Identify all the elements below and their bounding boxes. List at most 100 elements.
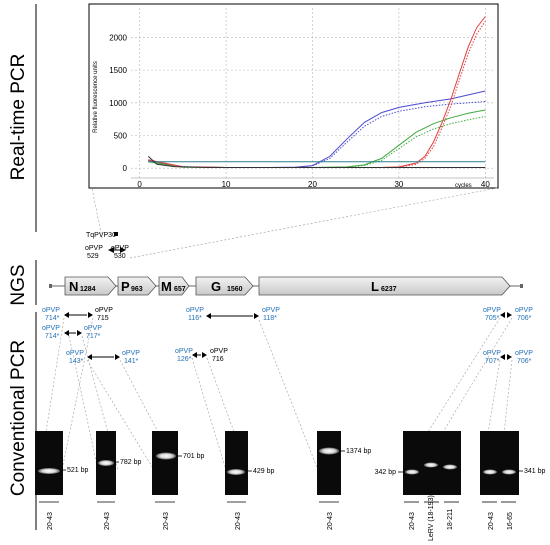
qpcr-probe-mark	[114, 232, 118, 236]
series-line-5	[148, 20, 486, 168]
primer-left-name: oPVP	[42, 325, 60, 332]
gel-band-size: 429 bp	[253, 468, 275, 475]
qpcr-probe-label: TqPVP30	[86, 232, 116, 239]
gel-band-size: 701 bp	[183, 453, 205, 460]
primer-left-num: 705*	[485, 315, 500, 322]
x-tick-label: 30	[394, 180, 403, 189]
qpcr-primer-left-name: oPVP	[85, 245, 103, 252]
primer-left-num: 126*	[177, 356, 192, 363]
lane-label: 20-43	[104, 512, 111, 530]
primer-left-name: oPVP	[483, 307, 501, 314]
gene-M-letter: M	[161, 279, 172, 294]
primer-left-num: 143*	[69, 358, 84, 365]
gene-G-size: 1560	[227, 286, 243, 293]
x-tick-label: 0	[137, 180, 142, 189]
gel-image: 782 bp 20-43	[96, 431, 142, 530]
gene-M: M 657	[158, 276, 190, 296]
gene-L-letter: L	[371, 279, 379, 294]
gel-image: 521 bp 20-43	[35, 431, 89, 530]
primer-right-name: oPVP	[122, 350, 140, 357]
primer-right-num: 706*	[517, 315, 532, 322]
primer-right-num: 118*	[263, 315, 277, 322]
gel-image: 342 bp 20-43 LeRV (18-193) 18-211	[375, 431, 461, 541]
lane-label: 20-43	[488, 512, 495, 530]
lane-label: 20-43	[235, 512, 242, 530]
gel-band-size: 782 bp	[120, 459, 142, 466]
primer-left-num: 714*	[45, 333, 60, 340]
lane-label: 20-43	[47, 512, 54, 530]
y-tick-label: 500	[114, 132, 128, 141]
primer-right-name: oPVP	[262, 307, 280, 314]
gel-image: 429 bp 20-43	[225, 431, 275, 530]
gene-G-letter: G	[211, 279, 221, 294]
primer-left-num: 707*	[485, 358, 500, 365]
x-tick-label: 20	[308, 180, 317, 189]
gene-P-letter: P	[121, 279, 130, 294]
chart-x-label: cycles	[455, 183, 472, 189]
primer-right-num: 716	[212, 356, 224, 363]
lane-label: 20-43	[327, 512, 334, 530]
primer-pair: oPVP 126* oPVP 716	[175, 348, 228, 363]
gel-image: 1374 bp 20-43	[317, 431, 371, 530]
genome-end	[520, 284, 523, 288]
primer-right-num: 715	[97, 315, 109, 322]
primer-left-name: oPVP	[42, 307, 60, 314]
x-tick-label: 40	[481, 180, 490, 189]
y-tick-label: 0	[123, 164, 128, 173]
primer-pair: oPVP 707* oPVP 706*	[483, 350, 533, 365]
x-tick-label: 10	[222, 180, 231, 189]
qpcr-primer-left-num: 529	[87, 253, 99, 260]
gel-band-size: 341 bp	[524, 468, 546, 475]
gene-G: G 1560	[195, 276, 254, 296]
primer-pair: oPVP 116* oPVP 118*	[186, 307, 280, 322]
gel-image: 701 bp 20-43	[152, 431, 205, 530]
gene-P: P 963	[117, 276, 157, 296]
y-tick-label: 1500	[109, 66, 127, 75]
genome-start	[49, 284, 52, 288]
gene-N: N 1284	[64, 276, 117, 296]
primer-left-num: 714*	[45, 315, 60, 322]
qpcr-primer-right-name: oPVP	[111, 245, 129, 252]
primer-right-name: oPVP	[515, 307, 533, 314]
primer-right-name: oPVP	[84, 325, 102, 332]
primer-right-num: 717*	[86, 333, 101, 340]
series-line-7	[147, 156, 486, 168]
primer-right-num: 706*	[517, 358, 532, 365]
primer-pairs: oPVP 714* oPVP 715 oPVP 714* oPVP 717* o…	[42, 307, 533, 365]
zoom-line-left	[91, 187, 103, 239]
zoom-line-right	[129, 187, 498, 259]
chart-axes: 0 10 20 30 40 0 500 1000 1500 2000	[109, 33, 494, 189]
lane-label: 16-65	[507, 512, 514, 530]
qpcr-chart-frame	[88, 3, 499, 189]
gel-band-size: 1374 bp	[346, 448, 371, 455]
gels: 521 bp 20-43 782 bp 20-43 701 bp 20-43	[35, 431, 546, 541]
qpcr-primer-right-num: 530	[114, 253, 126, 260]
primer-pair: oPVP 714* oPVP 717*	[42, 325, 102, 340]
lane-label: 18-211	[447, 509, 454, 530]
y-tick-label: 1000	[109, 99, 127, 108]
lane-label: LeRV (18-193)	[428, 495, 435, 541]
gene-M-size: 657	[174, 286, 186, 293]
lane-label: 20-43	[409, 512, 416, 530]
primer-pair: oPVP 714* oPVP 715	[42, 307, 113, 322]
primer-pair: oPVP 143* oPVP 141*	[66, 350, 140, 365]
chart-y-label: Relative fluorescence units	[93, 61, 99, 133]
gene-L-size: 6237	[381, 286, 397, 293]
gene-L: L 6237	[258, 276, 511, 296]
chart-grid	[131, 8, 494, 178]
primer-left-name: oPVP	[186, 307, 204, 314]
ngs-region: TqPVP30 oPVP 529 oPVP 530 N 1284 P 963 M…	[49, 232, 523, 296]
primer-right-name: oPVP	[210, 348, 228, 355]
lane-label: 20-43	[163, 512, 170, 530]
gene-N-letter: N	[69, 279, 78, 294]
qpcr-primer-arrows	[108, 247, 126, 253]
section-labels: Real-time PCR NGS Conventional PCR	[8, 54, 29, 497]
gel-image: 341 bp 20-43 16-65	[480, 431, 546, 530]
section-label-ngs: NGS	[8, 264, 29, 305]
gene-P-size: 963	[131, 286, 143, 293]
gel-band-size: 521 bp	[67, 467, 89, 474]
primer-left-name: oPVP	[483, 350, 501, 357]
primer-right-name: oPVP	[515, 350, 533, 357]
section-label-conventional: Conventional PCR	[8, 340, 29, 496]
primer-left-num: 116*	[188, 315, 202, 322]
